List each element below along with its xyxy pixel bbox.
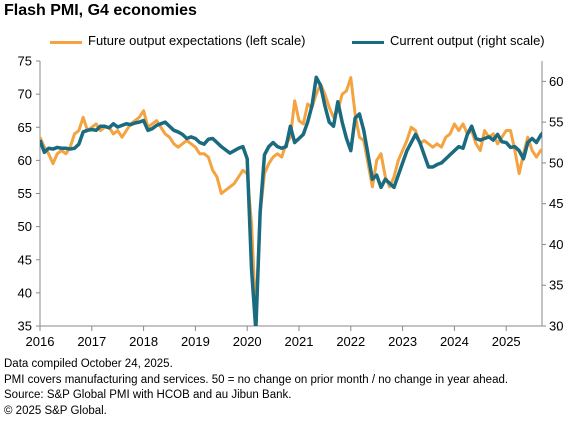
x-tick-label: 2024	[440, 334, 469, 349]
x-tick-label: 2017	[77, 334, 106, 349]
footnotes: Data compiled October 24, 2025. PMI cove…	[4, 357, 508, 419]
series-lines	[40, 75, 542, 326]
tick-labels: 35 40 45 50 55 60 65 70 75 30 35 40 45 50 55 60 2016 2017…	[18, 54, 564, 350]
chart-title: Flash PMI, G4 economies	[4, 2, 197, 19]
left-tick-label: 35	[18, 319, 32, 334]
right-tick-label: 45	[549, 196, 563, 211]
future-output-expectations-line	[40, 76, 542, 318]
footnote-data-compiled: Data compiled October 24, 2025.	[4, 358, 173, 370]
x-tick-label: 2016	[26, 334, 55, 349]
left-tick-label: 50	[18, 219, 32, 234]
legend-label-current-output: Current output (right scale)	[390, 33, 545, 48]
x-tick-label: 2021	[285, 334, 314, 349]
right-tick-label: 60	[549, 74, 563, 89]
x-tick-label: 2025	[492, 334, 521, 349]
left-tick-label: 60	[18, 153, 32, 168]
legend-swatch-current-output	[352, 41, 384, 44]
legend-swatch-future-output	[50, 41, 82, 44]
left-tick-label: 70	[18, 87, 32, 102]
x-tick-label: 2022	[336, 334, 365, 349]
right-tick-label: 30	[549, 319, 563, 334]
current-output-line	[40, 75, 542, 326]
right-tick-label: 55	[549, 115, 563, 130]
right-tick-label: 35	[549, 278, 563, 293]
legend-label-future-output: Future output expectations (left scale)	[88, 33, 306, 48]
right-tick-label: 50	[549, 155, 563, 170]
footnote-source: Source: S&P Global PMI with HCOB and au …	[4, 389, 292, 401]
x-tick-label: 2020	[233, 334, 262, 349]
left-tick-label: 55	[18, 186, 32, 201]
footnote-pmi-coverage: PMI covers manufacturing and services. 5…	[4, 373, 509, 386]
legend: Future output expectations (left scale) …	[0, 33, 574, 51]
x-tick-label: 2018	[129, 334, 158, 349]
left-tick-label: 40	[18, 285, 32, 300]
left-tick-label: 65	[18, 120, 32, 135]
left-tick-label: 75	[18, 54, 32, 69]
footnote-copyright: © 2025 S&P Global.	[4, 404, 107, 417]
x-tick-label: 2019	[181, 334, 210, 349]
left-tick-label: 45	[18, 252, 32, 267]
x-tick-label: 2023	[388, 334, 417, 349]
right-tick-label: 40	[549, 237, 563, 252]
axes	[36, 60, 559, 331]
